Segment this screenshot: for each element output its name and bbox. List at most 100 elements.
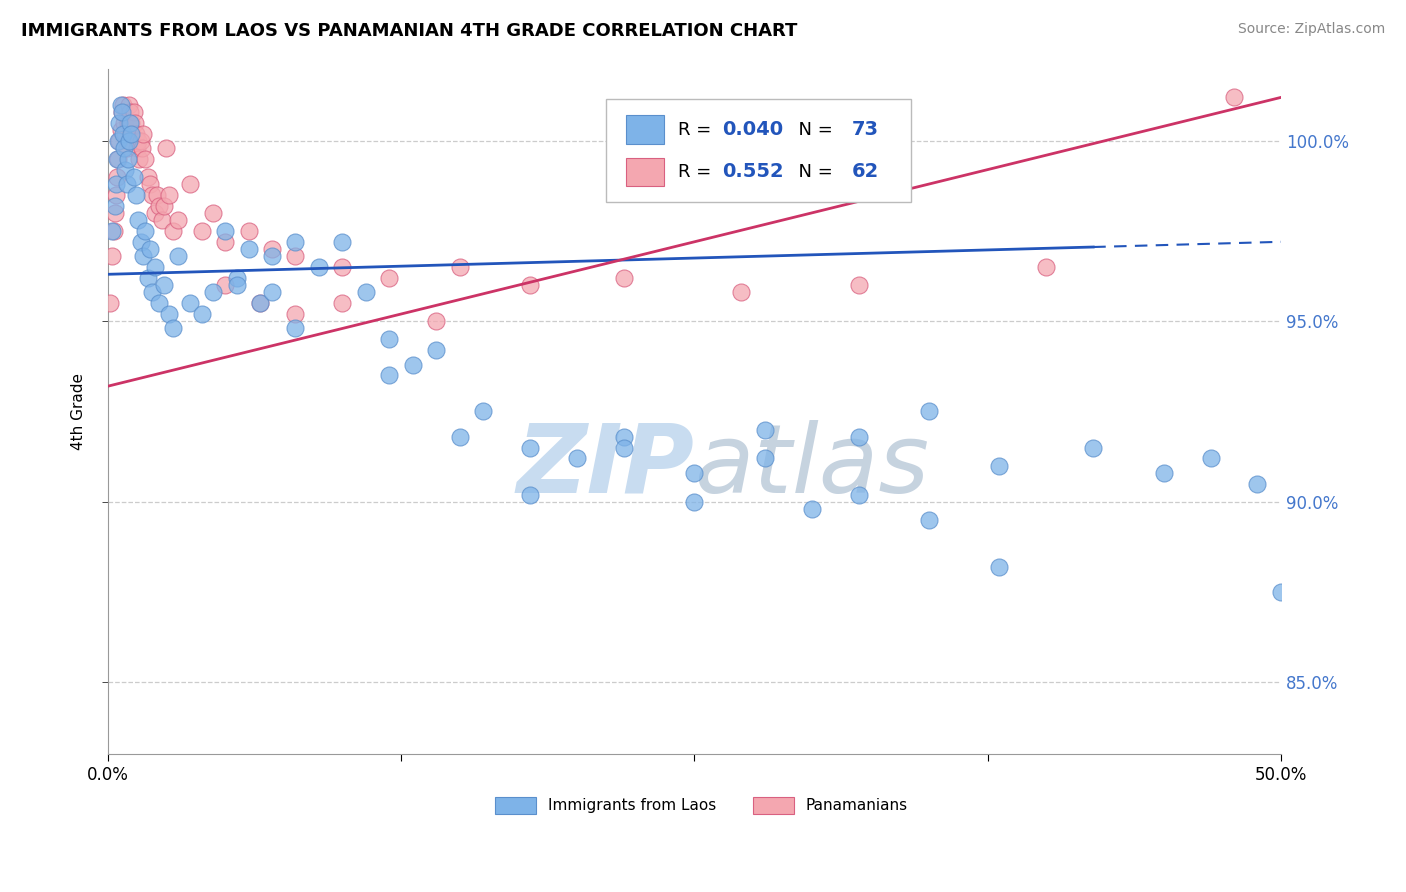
- Point: [117, 152, 139, 166]
- Point: [918, 513, 941, 527]
- Point: [120, 127, 142, 141]
- Point: [1270, 585, 1292, 599]
- Point: [260, 249, 283, 263]
- Point: [332, 260, 354, 274]
- Point: [118, 97, 141, 112]
- Point: [167, 249, 190, 263]
- Point: [284, 307, 307, 321]
- Point: [1083, 441, 1105, 455]
- Point: [115, 141, 138, 155]
- Point: [179, 296, 201, 310]
- Point: [202, 206, 225, 220]
- Bar: [626, 158, 664, 186]
- Point: [143, 260, 166, 274]
- Point: [125, 187, 148, 202]
- Point: [112, 116, 135, 130]
- Point: [519, 441, 541, 455]
- Point: [108, 116, 131, 130]
- Point: [260, 285, 283, 300]
- Point: [472, 404, 495, 418]
- Point: [425, 343, 447, 358]
- Point: [104, 177, 127, 191]
- Point: [125, 127, 148, 141]
- Point: [1199, 451, 1222, 466]
- Point: [139, 177, 162, 191]
- Text: Immigrants from Laos: Immigrants from Laos: [548, 798, 716, 814]
- Point: [683, 494, 706, 508]
- Point: [118, 134, 141, 148]
- Point: [249, 296, 271, 310]
- Point: [122, 104, 145, 119]
- Point: [132, 127, 155, 141]
- Point: [127, 213, 149, 227]
- Text: 73: 73: [852, 120, 879, 139]
- Point: [148, 296, 170, 310]
- Point: [238, 224, 260, 238]
- Point: [141, 187, 163, 202]
- Point: [308, 260, 330, 274]
- Point: [402, 358, 425, 372]
- Point: [155, 141, 177, 155]
- Text: R =: R =: [678, 163, 717, 181]
- Point: [332, 235, 354, 249]
- Y-axis label: 4th Grade: 4th Grade: [72, 373, 86, 450]
- Point: [1153, 466, 1175, 480]
- Text: N =: N =: [787, 120, 838, 138]
- Point: [225, 271, 247, 285]
- Point: [139, 242, 162, 256]
- Point: [519, 278, 541, 293]
- Point: [848, 487, 870, 501]
- Point: [260, 242, 283, 256]
- Point: [214, 224, 236, 238]
- Point: [143, 206, 166, 220]
- Point: [284, 235, 307, 249]
- Point: [105, 169, 128, 184]
- Point: [110, 97, 132, 112]
- Point: [114, 162, 136, 177]
- Point: [190, 224, 212, 238]
- Point: [121, 127, 143, 141]
- Point: [128, 152, 150, 166]
- Point: [449, 430, 471, 444]
- Point: [425, 314, 447, 328]
- Point: [108, 134, 131, 148]
- Point: [153, 199, 176, 213]
- Text: atlas: atlas: [695, 420, 929, 513]
- Point: [129, 235, 152, 249]
- Point: [249, 296, 271, 310]
- Point: [202, 285, 225, 300]
- Point: [162, 321, 184, 335]
- Point: [214, 235, 236, 249]
- Point: [98, 296, 121, 310]
- Point: [378, 368, 401, 383]
- Point: [120, 116, 142, 130]
- Bar: [626, 115, 664, 145]
- Text: Source: ZipAtlas.com: Source: ZipAtlas.com: [1237, 22, 1385, 37]
- Point: [112, 141, 135, 155]
- Point: [730, 285, 752, 300]
- Point: [449, 260, 471, 274]
- Text: R =: R =: [678, 120, 717, 138]
- Point: [754, 423, 776, 437]
- Point: [332, 296, 354, 310]
- Point: [107, 152, 129, 166]
- Point: [127, 141, 149, 155]
- Point: [115, 177, 138, 191]
- FancyBboxPatch shape: [606, 99, 911, 202]
- Point: [127, 134, 149, 148]
- Point: [107, 134, 129, 148]
- Point: [214, 278, 236, 293]
- Point: [103, 224, 125, 238]
- Point: [134, 152, 156, 166]
- Bar: [495, 797, 536, 814]
- Point: [378, 271, 401, 285]
- Point: [683, 466, 706, 480]
- Point: [167, 213, 190, 227]
- Point: [114, 127, 136, 141]
- Point: [162, 224, 184, 238]
- Point: [105, 152, 128, 166]
- Point: [800, 502, 823, 516]
- Point: [179, 177, 201, 191]
- Point: [354, 285, 377, 300]
- Point: [754, 451, 776, 466]
